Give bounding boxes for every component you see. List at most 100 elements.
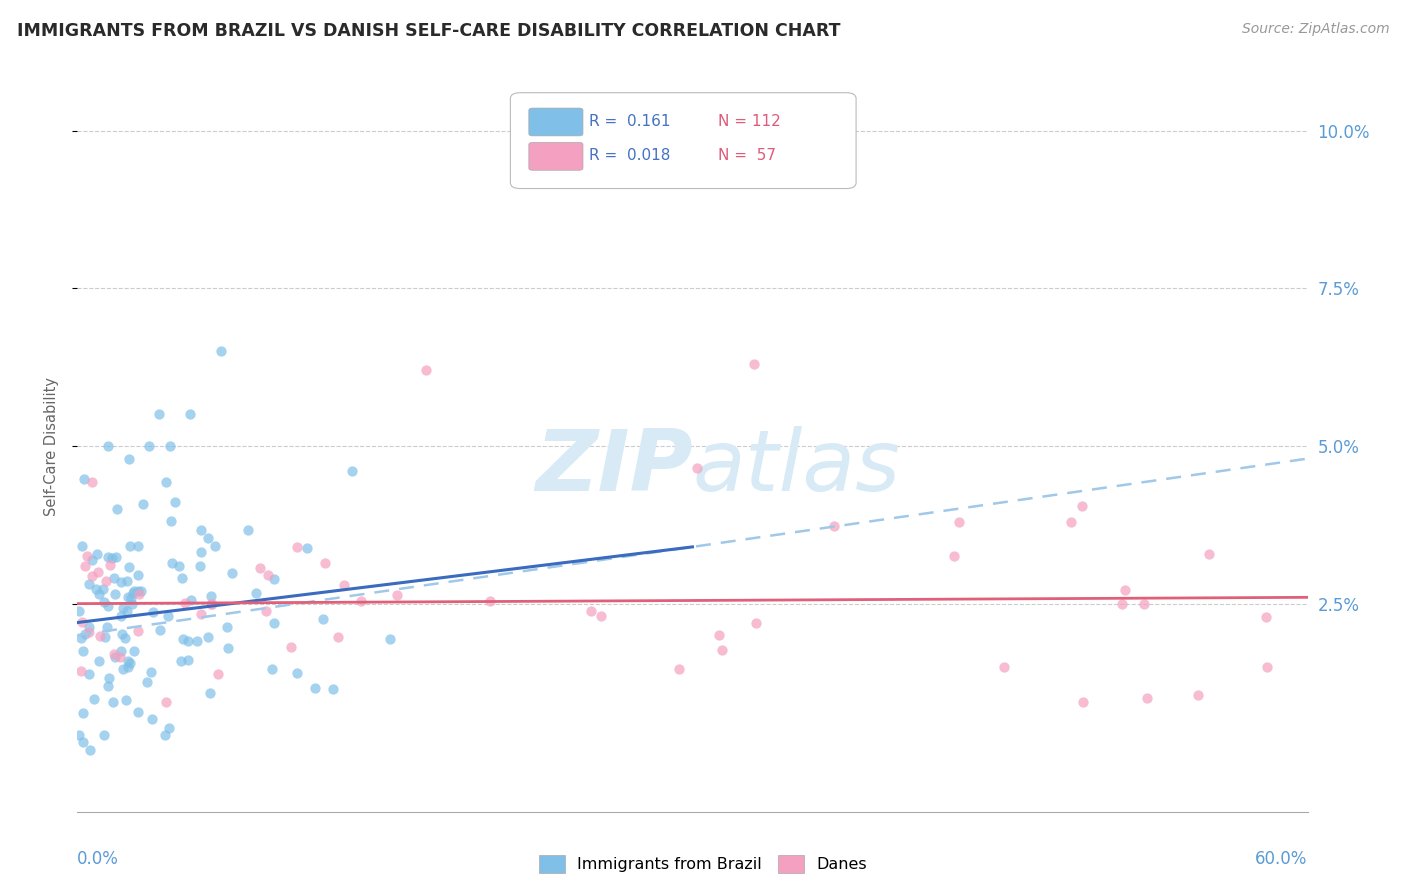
Point xyxy=(155,475,177,489)
Point xyxy=(111,662,134,676)
Point xyxy=(238,523,260,537)
Point xyxy=(117,654,139,668)
Point xyxy=(1256,659,1278,673)
Point xyxy=(98,671,121,685)
Point xyxy=(204,540,226,554)
Point xyxy=(97,599,120,613)
Point xyxy=(69,632,91,646)
Point xyxy=(304,681,326,695)
Point xyxy=(70,665,93,679)
Point xyxy=(148,408,170,422)
Point xyxy=(115,574,138,588)
Point xyxy=(77,577,100,591)
Point xyxy=(159,721,181,735)
Point xyxy=(1132,597,1154,611)
FancyBboxPatch shape xyxy=(510,93,856,188)
Point xyxy=(200,597,222,611)
Point xyxy=(742,357,765,371)
Point xyxy=(163,495,186,509)
Point xyxy=(79,620,101,634)
Point xyxy=(263,615,285,630)
Point xyxy=(127,705,149,719)
Point xyxy=(221,566,243,581)
Point xyxy=(115,693,138,707)
Point xyxy=(87,565,110,579)
Point xyxy=(96,574,118,589)
Point xyxy=(72,644,94,658)
Point xyxy=(98,558,121,572)
Text: R =  0.018: R = 0.018 xyxy=(589,148,671,163)
Point xyxy=(96,620,118,634)
Point xyxy=(91,582,114,596)
Point xyxy=(80,568,103,582)
Point xyxy=(342,465,364,479)
Point xyxy=(159,514,181,528)
Text: N =  57: N = 57 xyxy=(718,148,776,163)
Point xyxy=(177,653,200,667)
Point xyxy=(138,439,160,453)
Point xyxy=(350,594,373,608)
Point xyxy=(197,630,219,644)
Point xyxy=(79,743,101,757)
Point xyxy=(589,608,612,623)
Point xyxy=(159,439,181,453)
Point xyxy=(93,728,115,742)
Point xyxy=(103,571,125,585)
Point xyxy=(249,561,271,575)
Point xyxy=(1070,499,1092,513)
Point xyxy=(73,472,96,486)
Point xyxy=(993,660,1015,674)
Point xyxy=(121,586,143,600)
Point xyxy=(190,607,212,621)
Point xyxy=(131,497,153,511)
Point xyxy=(260,662,283,676)
Point xyxy=(1111,597,1133,611)
Point xyxy=(1114,582,1136,597)
Point xyxy=(77,667,100,681)
FancyBboxPatch shape xyxy=(529,108,583,136)
Point xyxy=(380,632,402,646)
Point xyxy=(122,644,145,658)
Point xyxy=(160,556,183,570)
Point xyxy=(117,660,139,674)
Point xyxy=(101,695,124,709)
Point xyxy=(198,686,221,700)
Point xyxy=(104,587,127,601)
Point xyxy=(174,596,197,610)
Point xyxy=(127,583,149,598)
Point xyxy=(67,728,90,742)
Point xyxy=(114,632,136,646)
Point xyxy=(139,665,162,679)
Point xyxy=(256,567,278,582)
Point xyxy=(948,515,970,529)
Point xyxy=(75,627,97,641)
Point xyxy=(207,667,229,681)
Point xyxy=(942,549,965,563)
Point xyxy=(121,597,143,611)
Point xyxy=(322,682,344,697)
Point xyxy=(188,558,211,573)
Point xyxy=(326,630,349,644)
Point xyxy=(172,632,194,647)
Point xyxy=(118,539,141,553)
FancyBboxPatch shape xyxy=(529,143,583,170)
Point xyxy=(186,633,208,648)
Point xyxy=(87,654,110,668)
Y-axis label: Self-Care Disability: Self-Care Disability xyxy=(44,376,59,516)
Point xyxy=(77,625,100,640)
Point xyxy=(127,624,149,638)
Point xyxy=(170,654,193,668)
Point xyxy=(711,642,734,657)
Point xyxy=(89,587,111,601)
Point xyxy=(745,616,768,631)
Point xyxy=(97,439,120,453)
Point xyxy=(254,604,277,618)
Point xyxy=(170,571,193,585)
Point xyxy=(129,584,152,599)
Point xyxy=(127,568,149,582)
Point xyxy=(209,344,232,359)
Point xyxy=(707,628,730,642)
Point xyxy=(141,713,163,727)
Point xyxy=(280,640,302,655)
Text: Source: ZipAtlas.com: Source: ZipAtlas.com xyxy=(1241,22,1389,37)
